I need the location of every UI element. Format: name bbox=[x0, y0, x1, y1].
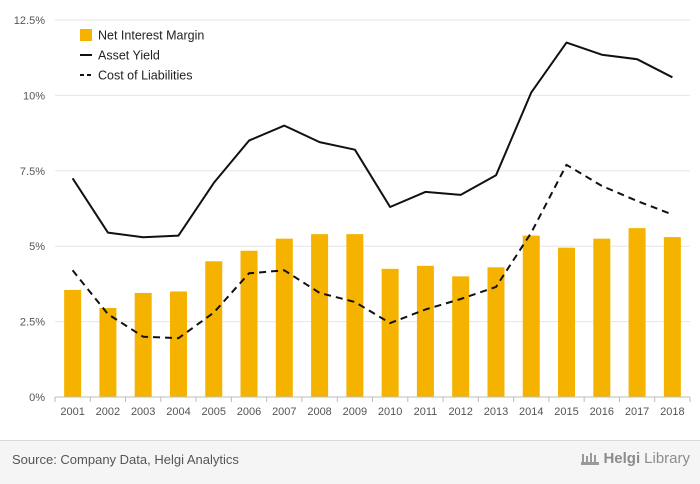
legend-label: Cost of Liabilities bbox=[98, 69, 193, 83]
y-tick-label: 2.5% bbox=[20, 317, 45, 329]
y-tick-label: 10% bbox=[23, 90, 45, 102]
cost-of-liabilities-line bbox=[71, 163, 673, 340]
x-tick-label: 2004 bbox=[166, 406, 190, 418]
x-tick-label: 2017 bbox=[625, 406, 649, 418]
x-tick-label: 2005 bbox=[202, 406, 226, 418]
bar bbox=[205, 261, 223, 397]
source-note: Source: Company Data, Helgi Analytics bbox=[12, 452, 239, 467]
x-tick-label: 2003 bbox=[131, 406, 155, 418]
x-tick-label: 2011 bbox=[414, 406, 438, 418]
bar bbox=[311, 234, 329, 397]
line-layer bbox=[71, 41, 673, 340]
x-tick-label: 2015 bbox=[554, 406, 578, 418]
x-tick-label: 2012 bbox=[448, 406, 472, 418]
bar bbox=[99, 308, 117, 397]
x-tick-label: 2010 bbox=[378, 406, 402, 418]
x-tick-label: 2014 bbox=[519, 406, 543, 418]
x-tick-label: 2008 bbox=[307, 406, 331, 418]
bar bbox=[487, 267, 505, 397]
bar bbox=[663, 237, 681, 397]
bar bbox=[558, 247, 576, 397]
x-tick-label: 2018 bbox=[660, 406, 684, 418]
bar bbox=[416, 265, 434, 397]
bar bbox=[275, 238, 293, 397]
brand-name-prefix: Helgi bbox=[603, 450, 641, 467]
brand-logo: Helgi Library bbox=[581, 450, 690, 467]
axis-layer: 0% 2.5% 5% 7.5% 10% 12.5% 2001 2002 2003 2004 2005… bbox=[14, 15, 691, 418]
bar bbox=[240, 250, 258, 397]
bar bbox=[64, 289, 82, 397]
legend-swatch-bar bbox=[80, 29, 92, 41]
y-tick-label: 0% bbox=[29, 392, 45, 404]
legend-label: Asset Yield bbox=[98, 49, 160, 63]
bar-layer bbox=[64, 228, 681, 397]
footer-bar: Source: Company Data, Helgi Analytics He… bbox=[0, 440, 700, 484]
legend: Net Interest Margin Asset Yield Cost of Li… bbox=[80, 29, 204, 83]
x-tick-label: 2009 bbox=[343, 406, 367, 418]
legend-label: Net Interest Margin bbox=[98, 29, 204, 43]
y-tick-label: 7.5% bbox=[20, 166, 45, 178]
x-tick-label: 2007 bbox=[272, 406, 296, 418]
bar bbox=[346, 234, 364, 397]
bar bbox=[169, 291, 187, 397]
chart: 0% 2.5% 5% 7.5% 10% 12.5% 2001 2002 2003 2004 2005… bbox=[14, 15, 691, 418]
asset-yield-line bbox=[71, 41, 673, 239]
bar bbox=[593, 238, 611, 397]
x-tick-label: 2016 bbox=[590, 406, 614, 418]
bar bbox=[628, 228, 646, 397]
x-tick-label: 2002 bbox=[96, 406, 120, 418]
y-tick-label: 5% bbox=[29, 241, 45, 253]
bar bbox=[522, 235, 540, 397]
bar bbox=[452, 276, 470, 397]
brand-name-suffix: Library bbox=[644, 450, 690, 467]
x-tick-label: 2001 bbox=[60, 406, 84, 418]
bar bbox=[381, 268, 399, 397]
x-tick-label: 2006 bbox=[237, 406, 261, 418]
y-tick-label: 12.5% bbox=[14, 15, 45, 27]
x-tick-label: 2013 bbox=[484, 406, 508, 418]
bar bbox=[134, 292, 152, 397]
library-icon bbox=[581, 452, 600, 465]
